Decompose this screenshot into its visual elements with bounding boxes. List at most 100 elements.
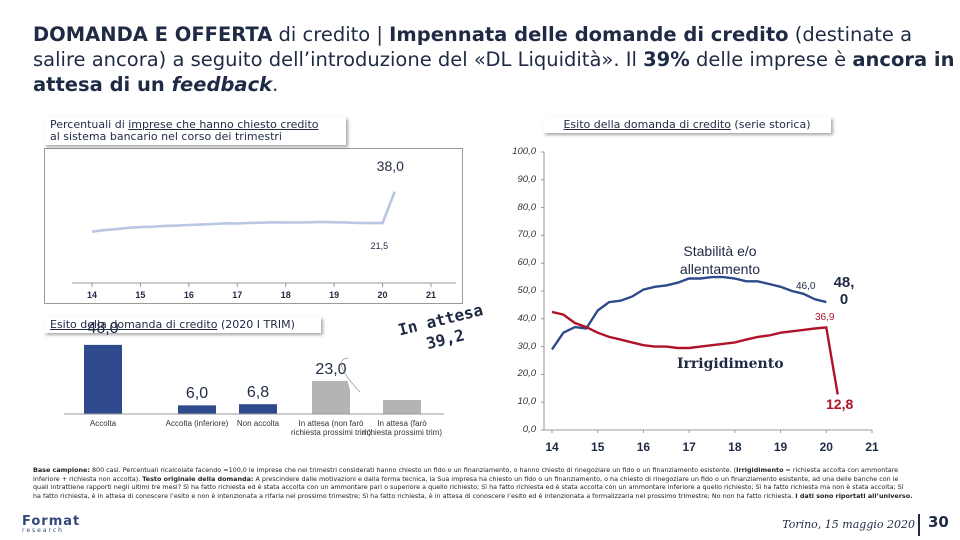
bar-1 xyxy=(178,405,216,414)
x-tick-label: 17 xyxy=(232,290,243,300)
title-part-5: 39% xyxy=(643,48,690,71)
value-46: 46,0 xyxy=(796,281,816,292)
title-part-4: (destinate a salire ancora) a seguito de… xyxy=(33,23,913,71)
logo-sub: research xyxy=(22,527,64,534)
y-tick-label: 40,0 xyxy=(517,312,537,324)
left-top-label-suffix: al sistema bancario nel corso dei trimes… xyxy=(50,130,282,143)
bar-category-label: Non accolta xyxy=(218,419,298,428)
y-tick-label: 20,0 xyxy=(517,368,537,380)
y-tick-label: 60,0 xyxy=(517,257,537,269)
left-bottom-label-suffix: (2020 I TRIM) xyxy=(217,318,295,331)
notes-irr-text: = richiesta accolta con ammontare inferi… xyxy=(33,466,899,483)
bar-category-line: richiesta prossimi trim) xyxy=(291,428,372,437)
title-part-7: ancora in attesa di un xyxy=(33,48,955,96)
irrigidimento-label: Irrigidimento xyxy=(677,356,784,372)
left-top-label-underlined: imprese che hanno chiesto credito xyxy=(128,118,319,131)
title-part-1: DOMANDA E OFFERTA xyxy=(33,23,273,46)
y-tick-label: 50,0 xyxy=(517,285,537,296)
x-tick-label: 17 xyxy=(682,440,696,454)
y-tick-label: 90,0 xyxy=(517,173,537,185)
in-attesa-callout xyxy=(340,308,498,400)
value-48-line1: 48, xyxy=(833,274,855,291)
x-tick-label: 20 xyxy=(819,440,833,454)
bar-category-label: In attesa (farò richiesta prossimi trim) xyxy=(362,419,442,437)
left-top-label-prefix: Percentuali di xyxy=(50,118,129,131)
left-bottom-label: Esito della domanda di credito (2020 I T… xyxy=(44,317,321,333)
right-label-suffix: (serie storica) xyxy=(730,118,811,131)
bar-category-line: In attesa (farò xyxy=(377,419,427,428)
bar-category-label: Accolta xyxy=(63,419,143,428)
irrigidimento-series-line xyxy=(551,310,839,395)
requests-series-line xyxy=(91,191,396,233)
data-label-38: 38,0 xyxy=(376,157,404,174)
left-top-panel xyxy=(44,148,463,304)
bar-category-line: In attesa (non farò xyxy=(298,419,364,428)
bar-2 xyxy=(239,404,277,414)
x-tick-label: 18 xyxy=(280,290,291,300)
x-tick-label: 19 xyxy=(329,290,340,300)
right-label-underlined: Esito della domanda di credito xyxy=(563,118,731,131)
bar-category-line: Accolta (inferiore) xyxy=(165,419,229,428)
bar-category-label: Accolta (inferiore) xyxy=(157,419,237,428)
value-128: 12,8 xyxy=(826,396,854,412)
y-tick-label: 80,0 xyxy=(517,201,537,213)
bar-value-label: 6,8 xyxy=(246,384,270,402)
x-tick-label: 15 xyxy=(591,440,605,454)
y-tick-label: 70,0 xyxy=(517,229,537,241)
bar-3 xyxy=(312,380,350,414)
x-tick-label: 14 xyxy=(86,290,97,300)
stabilita-line2: allentamento xyxy=(679,261,761,277)
x-tick-label: 14 xyxy=(545,440,559,454)
value-48: 48, 0 xyxy=(830,274,858,308)
x-tick-label: 16 xyxy=(636,440,651,454)
right-panel xyxy=(541,151,873,433)
right-label: Esito della domanda di credito (serie st… xyxy=(543,117,831,133)
bar-category-line: Non accolta xyxy=(236,419,280,428)
notes-base-label: Base campione: xyxy=(33,466,90,474)
bar-category-line: Accolta xyxy=(89,419,117,428)
title-part-8: feedback xyxy=(171,73,273,96)
x-tick-label: 19 xyxy=(773,440,788,454)
stabilita-series-line xyxy=(551,275,827,351)
left-bottom-panel xyxy=(64,344,444,415)
bar-category-label: In attesa (non farò richiesta prossimi tr… xyxy=(291,419,371,437)
title-part-6: delle imprese è xyxy=(689,48,853,71)
title-part-3: Impennata delle domande di credito xyxy=(389,23,789,46)
footer-divider xyxy=(918,514,920,536)
value-369: 36,9 xyxy=(815,312,835,323)
notes-irr-label: Irrigidimento xyxy=(736,466,784,474)
notes-dati-label: I dati sono riportati all’universo. xyxy=(795,491,913,500)
x-tick-label: 18 xyxy=(728,440,742,454)
footnotes: Base campione: 800 casi. Percentuali ric… xyxy=(33,466,913,500)
left-bottom-label-underlined: Esito della domanda di credito xyxy=(50,318,218,331)
footer-date: Torino, 15 maggio 2020 xyxy=(782,518,915,531)
x-tick-label: 21 xyxy=(425,290,436,300)
y-tick-label: 30,0 xyxy=(517,340,537,352)
stabilita-line1: Stabilità e/o xyxy=(683,243,757,259)
page-title: DOMANDA E OFFERTA di credito | Impennata… xyxy=(33,22,958,97)
bar-value-label: 6,0 xyxy=(185,385,209,403)
notes-base-text: 800 casi. Percentuali ricalcolate facend… xyxy=(89,466,734,474)
format-research-logo: Format research xyxy=(22,514,80,534)
x-tick-label: 15 xyxy=(135,290,146,300)
logo-name: Format xyxy=(22,514,81,529)
y-tick-label: 0,0 xyxy=(522,424,536,435)
bar-category-line: richiesta prossimi trim) xyxy=(362,428,443,437)
x-tick-label: 16 xyxy=(183,290,194,300)
title-part-2: di credito | xyxy=(272,23,390,46)
page-number: 30 xyxy=(928,513,949,531)
stabilita-label: Stabilità e/o allentamento xyxy=(650,242,790,278)
value-48-line2: 0 xyxy=(839,291,849,308)
data-label-21-5: 21,5 xyxy=(370,241,389,252)
y-tick-label: 100,0 xyxy=(512,146,536,157)
x-tick-label: 21 xyxy=(865,440,879,454)
notes-testo-text: A prescindere dalle motivazioni e dalla … xyxy=(33,474,904,500)
bar-value-label: 23,0 xyxy=(315,360,347,378)
title-part-9: . xyxy=(272,73,279,96)
bar-0 xyxy=(84,344,122,414)
y-tick-label: 10,0 xyxy=(517,396,537,408)
bar-value-label: 48,0 xyxy=(87,319,119,337)
notes-testo-label: Testo originale della domanda: xyxy=(142,474,254,483)
x-tick-label: 20 xyxy=(377,290,388,300)
left-top-label: Percentuali di imprese che hanno chiesto… xyxy=(44,117,346,145)
